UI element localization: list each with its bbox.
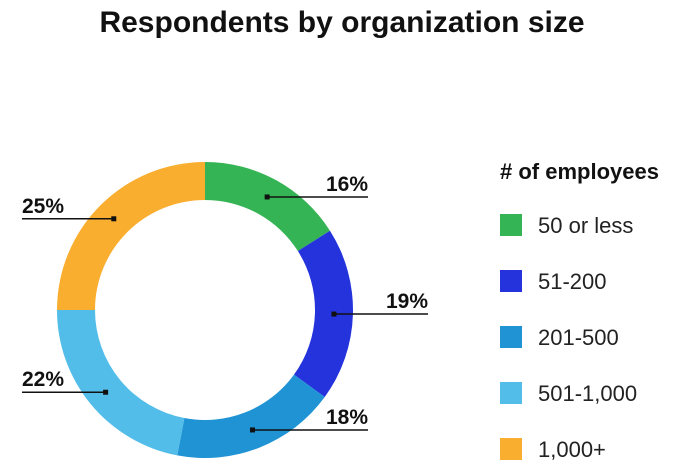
legend-label-1: 51-200	[538, 269, 607, 294]
slice-1	[293, 230, 354, 397]
donut-slices	[57, 162, 354, 458]
slice-3	[57, 310, 185, 456]
slice-0	[205, 162, 330, 252]
slice-value-label-0: 16%	[326, 173, 368, 196]
slice-value-label-4: 25%	[22, 195, 64, 218]
slice-value-label-2: 18%	[326, 406, 368, 429]
slice-value-label-3: 22%	[22, 368, 64, 391]
legend-label-0: 50 or less	[538, 213, 633, 238]
legend-swatch-4	[500, 438, 522, 460]
legend-swatch-1	[500, 270, 522, 292]
legend-label-3: 501-1,000	[538, 381, 637, 406]
legend-title: # of employees	[500, 159, 659, 184]
chart-title: Respondents by organization size	[99, 6, 584, 39]
legend-swatch-3	[500, 382, 522, 404]
legend: # of employees 50 or less 51-200 201-500 50…	[500, 159, 659, 462]
slice-callouts: 16% 19% 18% 22% 25%	[22, 173, 428, 433]
slice-value-label-1: 19%	[386, 290, 428, 313]
legend-label-2: 201-500	[538, 325, 619, 350]
legend-label-4: 1,000+	[538, 437, 606, 462]
slice-2	[177, 374, 325, 458]
legend-swatch-0	[500, 214, 522, 236]
legend-swatch-2	[500, 326, 522, 348]
slice-4	[57, 162, 205, 310]
